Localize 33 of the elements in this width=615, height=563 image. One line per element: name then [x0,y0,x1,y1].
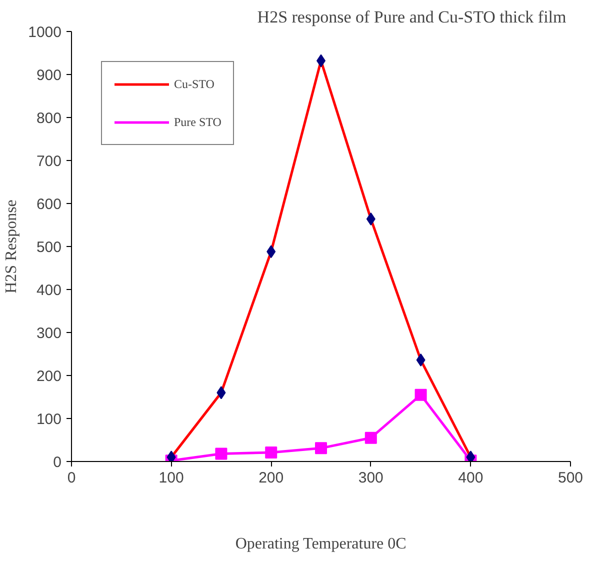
y-tick-label: 900 [36,67,62,84]
legend-label: Pure STO [174,114,222,130]
x-tick-label: 300 [358,470,384,486]
y-tick-label: 100 [36,411,62,428]
chart-title: H2S response of Pure and Cu-STO thick film [257,8,566,26]
point [166,450,176,462]
point [266,245,276,258]
point [466,450,476,462]
y-tick-label: 500 [36,239,62,256]
y-tick-label: 0 [53,454,62,471]
y-tick-label: 400 [36,282,62,299]
point [416,354,426,367]
point [215,448,228,460]
x-tick-label: 400 [458,470,484,486]
point [265,446,278,458]
legend-label: Cu-STO [174,76,214,92]
y-tick-label: 1000 [28,24,62,41]
y-tick-label: 300 [36,325,62,342]
point [315,442,327,454]
x-axis-title: Operating Temperature 0C [235,536,406,552]
point [414,388,427,401]
x-tick-label: 100 [158,470,184,486]
y-axis-title: H2S Response [3,200,20,294]
y-tick-label: 600 [36,196,62,213]
y-tick-label: 700 [36,153,62,170]
point [216,386,226,400]
x-tick-label: 500 [558,470,584,486]
y-tick-label: 200 [36,368,62,385]
x-tick-label: 0 [67,470,76,486]
point [364,432,377,444]
point [366,212,376,226]
y-tick-label: 800 [36,110,62,127]
x-tick-label: 200 [258,470,284,486]
